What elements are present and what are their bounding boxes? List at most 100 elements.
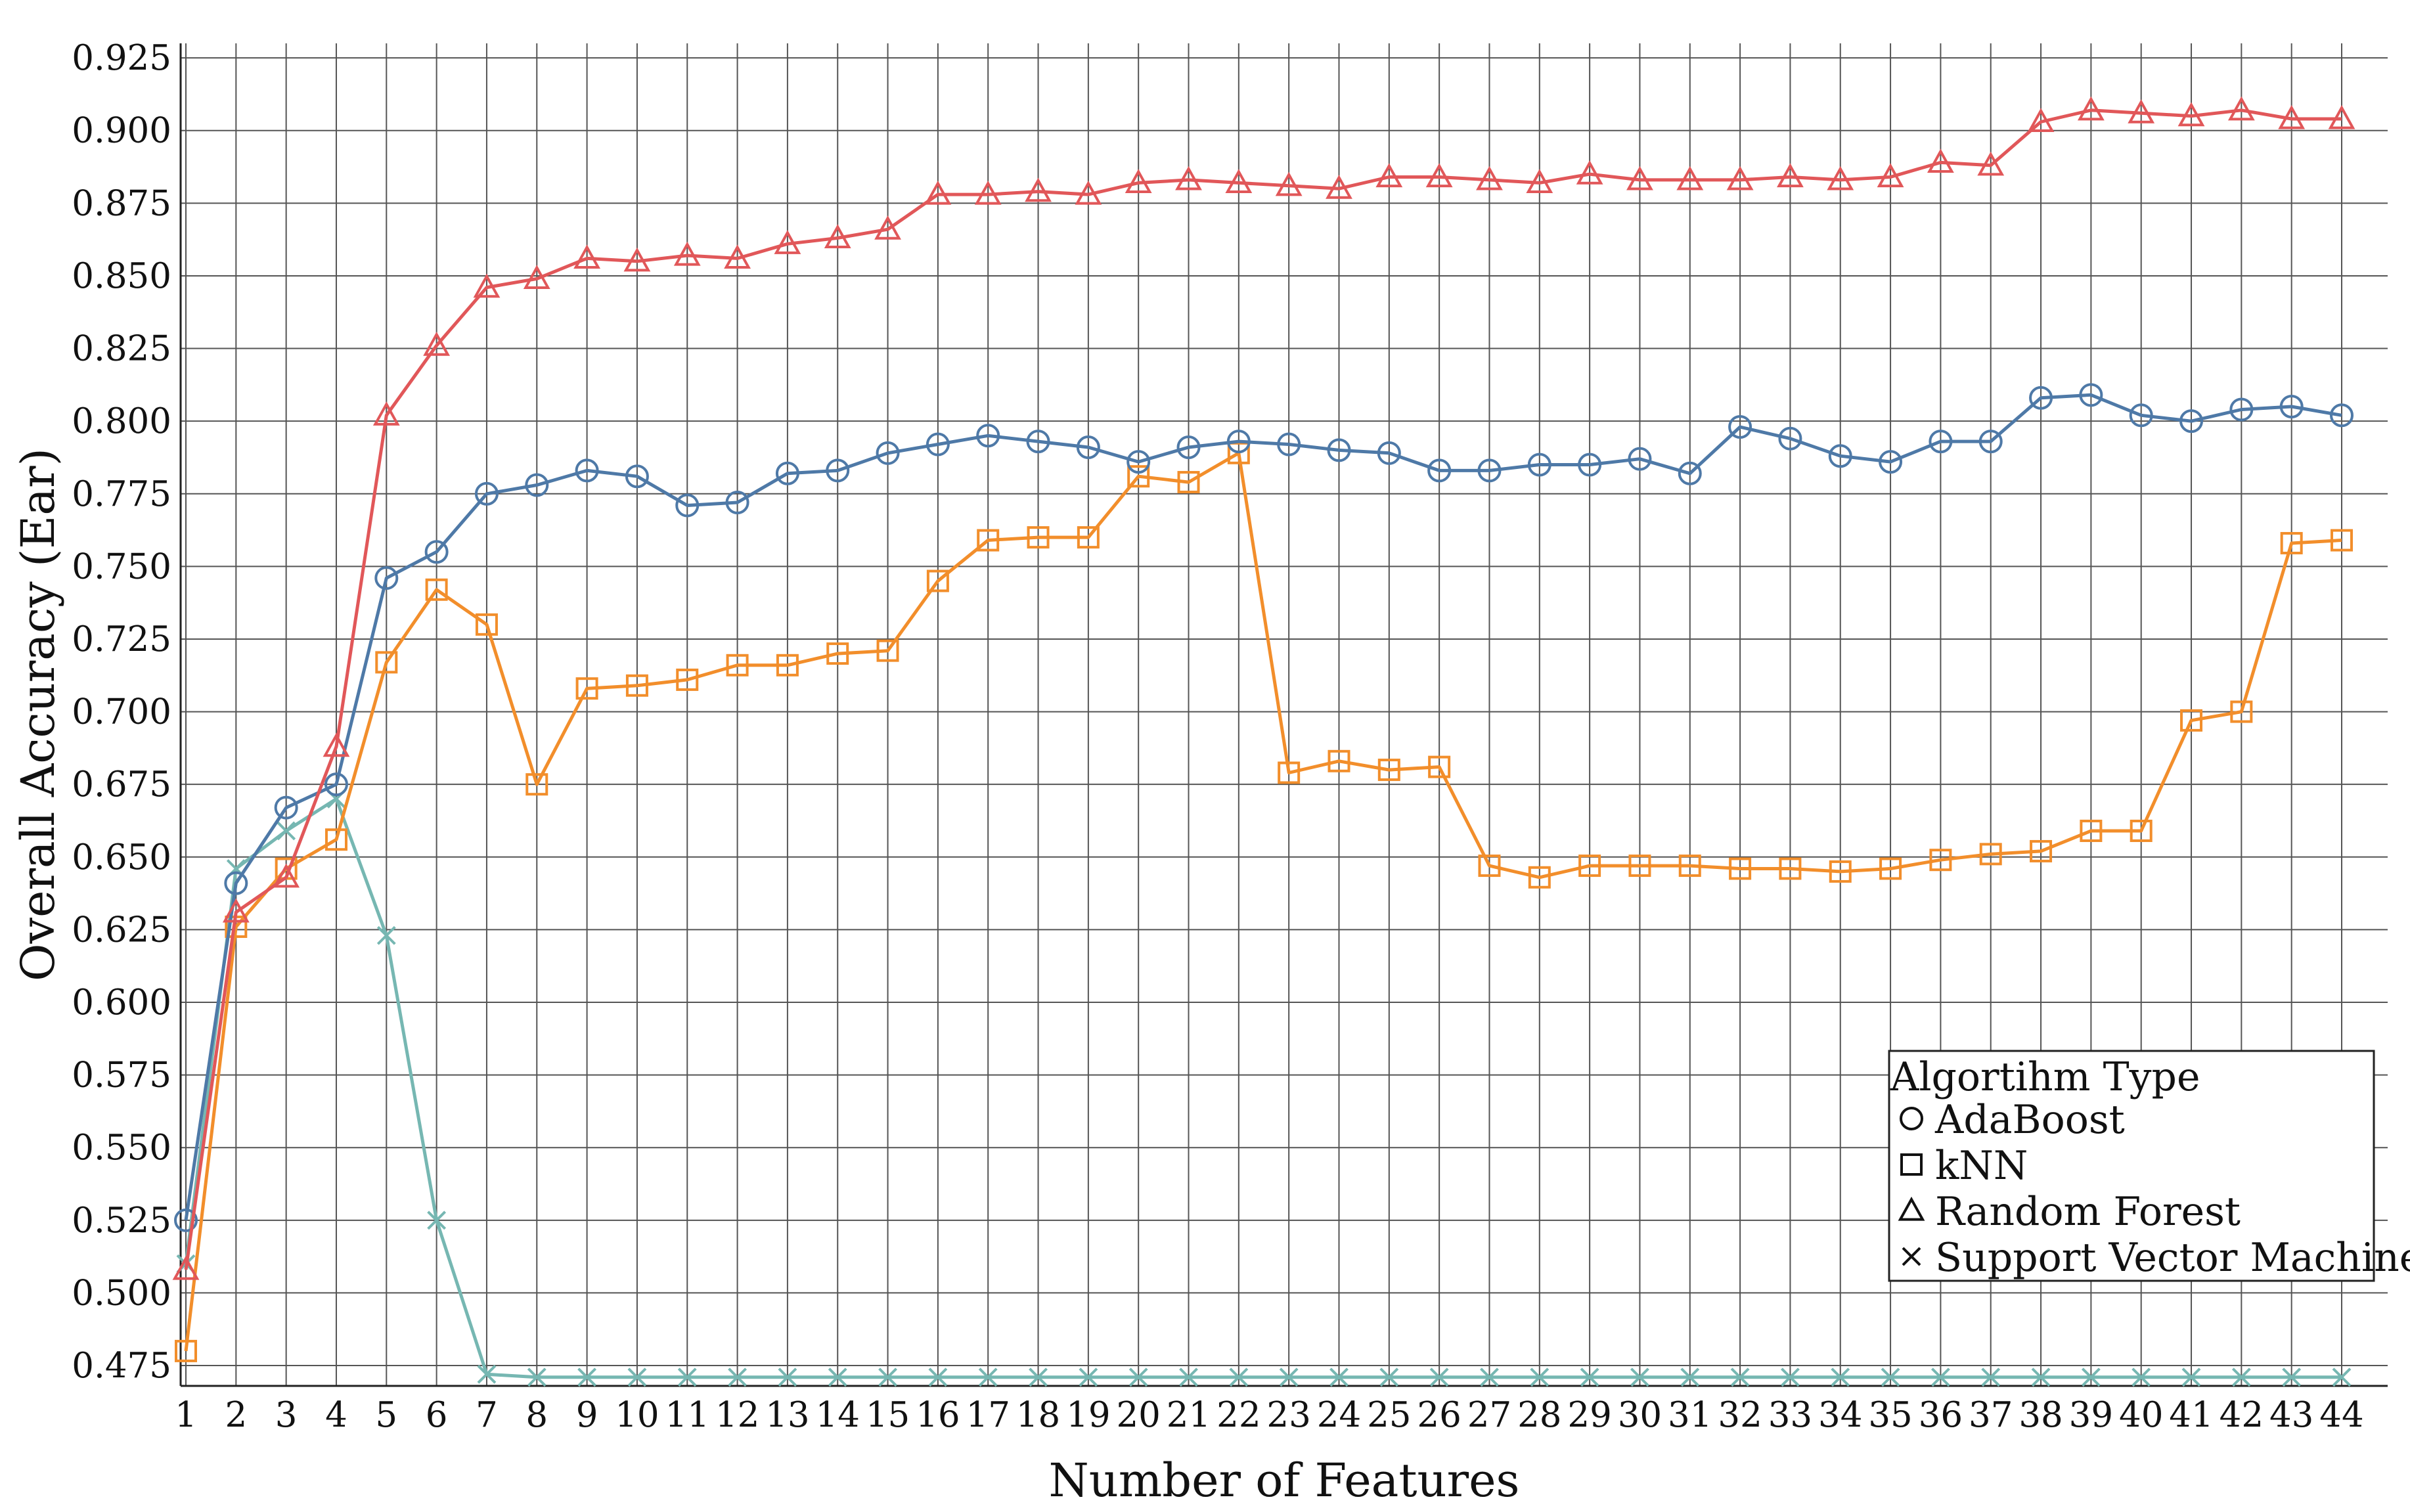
data-point-adaboost (2029, 386, 2053, 410)
series-knn (175, 441, 2353, 1362)
data-point-random-forest (473, 273, 501, 298)
data-point-adaboost (525, 473, 549, 497)
data-point-random-forest (1375, 163, 1403, 188)
x-tick-label: 6 (426, 1395, 448, 1435)
data-point-support-vector-machine (1730, 1367, 1750, 1387)
data-point-knn (1077, 526, 1100, 549)
data-point-knn (375, 651, 398, 674)
data-point-random-forest (1827, 166, 1854, 190)
data-point-knn (726, 654, 749, 677)
x-tick-label: 12 (715, 1395, 759, 1435)
data-point-support-vector-machine (2131, 1367, 2151, 1387)
data-point-random-forest (323, 732, 350, 757)
x-tick-label: 38 (2019, 1395, 2063, 1435)
series-line-random-forest (184, 108, 2342, 1270)
data-point-support-vector-machine (1229, 1367, 1249, 1387)
legend-label: AdaBoost (1934, 1097, 2125, 1143)
data-point-support-vector-machine (1930, 1367, 1950, 1387)
x-tick-label: 16 (916, 1395, 960, 1435)
data-point-adaboost (2330, 403, 2354, 428)
data-point-random-forest (1927, 148, 1954, 173)
data-point-adaboost (1277, 432, 1301, 456)
data-point-support-vector-machine (1079, 1367, 1098, 1387)
x-tick-label: 42 (2220, 1395, 2264, 1435)
data-point-knn (1027, 526, 1050, 549)
data-point-knn (1628, 855, 1651, 878)
data-point-random-forest (1877, 163, 1904, 188)
y-tick-label: 0.675 (72, 765, 171, 805)
x-tick-label: 15 (866, 1395, 910, 1435)
data-point-adaboost (2279, 395, 2304, 419)
data-point-random-forest (2278, 104, 2306, 129)
data-point-random-forest (924, 180, 952, 205)
x-axis-title: Number of Features (1049, 1454, 1520, 1507)
x-tick-label: 34 (1818, 1395, 1862, 1435)
data-point-adaboost (1176, 435, 1201, 459)
data-point-adaboost (1628, 447, 1652, 471)
data-point-adaboost (1127, 450, 1151, 474)
data-point-support-vector-machine (1781, 1367, 1800, 1387)
data-point-adaboost (1026, 430, 1050, 454)
data-point-knn (2331, 529, 2353, 552)
x-tick-label: 27 (1467, 1395, 1511, 1435)
data-point-adaboost (976, 424, 1000, 448)
data-point-random-forest (372, 401, 400, 426)
data-point-knn (1227, 441, 1250, 464)
data-point-adaboost (1828, 444, 1852, 468)
data-point-knn (1528, 866, 1551, 889)
y-tick-label: 0.525 (72, 1201, 171, 1241)
data-point-knn (2080, 819, 2103, 842)
series-line-support-vector-machine (184, 797, 2342, 1379)
series-layer (172, 96, 2355, 1387)
x-tick-label: 39 (2069, 1395, 2113, 1435)
data-point-adaboost (1327, 438, 1351, 462)
x-tick-label: 43 (2269, 1395, 2313, 1435)
data-point-adaboost (174, 1208, 198, 1232)
y-tick-label: 0.850 (72, 256, 171, 296)
data-point-adaboost (2229, 397, 2254, 422)
legend-marker-triangle-icon (1898, 1196, 1925, 1221)
data-point-adaboost (1226, 430, 1251, 454)
data-point-knn (2130, 819, 2153, 842)
data-point-random-forest (2177, 102, 2205, 127)
x-tick-label: 4 (325, 1395, 347, 1435)
data-point-support-vector-machine (1530, 1367, 1550, 1387)
legend-label: Random Forest (1935, 1189, 2241, 1235)
data-point-adaboost (725, 491, 749, 515)
data-point-adaboost (1879, 450, 1903, 474)
data-point-support-vector-machine (2081, 1367, 2101, 1387)
data-point-support-vector-machine (778, 1367, 797, 1387)
y-tick-label: 0.600 (72, 983, 171, 1023)
data-point-support-vector-machine (1630, 1367, 1649, 1387)
data-point-adaboost (324, 772, 348, 797)
data-point-adaboost (1778, 426, 1802, 451)
x-tick-label: 40 (2119, 1395, 2163, 1435)
data-point-knn (1578, 855, 1601, 878)
x-tick-label: 14 (816, 1395, 860, 1435)
data-point-adaboost (1427, 458, 1452, 483)
data-point-knn (1929, 849, 1952, 872)
x-tick-label: 31 (1668, 1395, 1712, 1435)
x-tick-label: 30 (1618, 1395, 1662, 1435)
series-random-forest (172, 96, 2355, 1280)
x-tick-label: 19 (1066, 1395, 1110, 1435)
data-point-knn (977, 529, 1000, 552)
x-tick-label: 32 (1718, 1395, 1762, 1435)
data-point-knn (1829, 860, 1852, 883)
data-point-knn (1127, 465, 1150, 488)
data-point-support-vector-machine (677, 1367, 697, 1387)
data-point-random-forest (1977, 151, 2005, 176)
data-point-random-forest (1275, 171, 1303, 196)
data-point-random-forest (824, 224, 851, 249)
x-tick-label: 29 (1567, 1395, 1611, 1435)
data-point-adaboost (1678, 461, 1702, 485)
data-point-random-forest (273, 863, 300, 888)
data-point-support-vector-machine (477, 1364, 497, 1384)
x-tick-label: 2 (225, 1395, 247, 1435)
data-point-knn (1377, 759, 1400, 782)
data-point-support-vector-machine (1429, 1367, 1449, 1387)
x-tick-label: 10 (615, 1395, 659, 1435)
data-point-adaboost (2129, 403, 2153, 428)
x-tick-label: 5 (375, 1395, 397, 1435)
y-tick-label: 0.475 (72, 1346, 171, 1386)
